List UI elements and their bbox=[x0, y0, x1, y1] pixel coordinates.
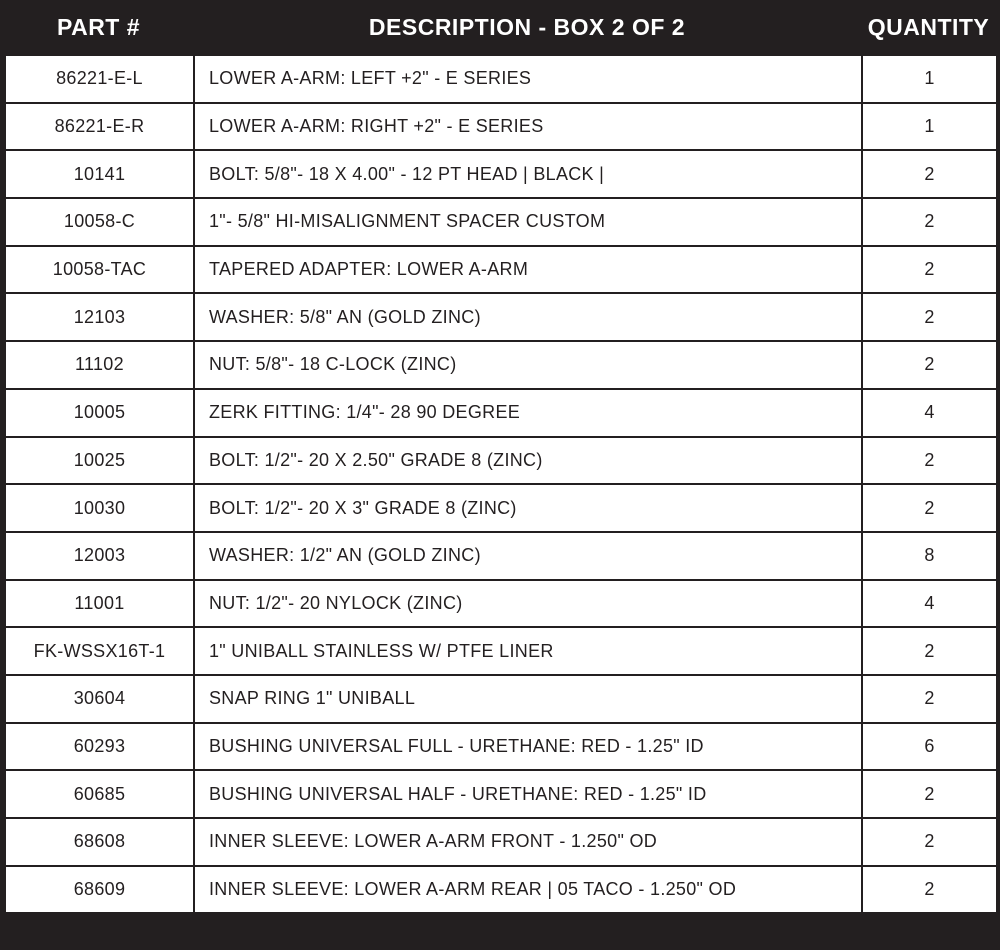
part-number: 86221-E-R bbox=[4, 101, 195, 152]
quantity: 2 bbox=[861, 626, 998, 676]
description: 1" UNIBALL STAINLESS W/ PTFE LINER bbox=[193, 626, 863, 676]
part-number: 10141 bbox=[4, 149, 195, 200]
quantity: 6 bbox=[861, 721, 998, 772]
part-number: 60293 bbox=[4, 721, 195, 772]
table-row: 86221-E-R LOWER A-ARM: RIGHT +2" - E SERI… bbox=[4, 101, 998, 152]
part-number: 12103 bbox=[4, 292, 195, 343]
description: BOLT: 1/2"- 20 X 3" GRADE 8 (ZINC) bbox=[193, 483, 863, 533]
quantity: 1 bbox=[861, 101, 998, 152]
description: INNER SLEEVE: LOWER A-ARM REAR | 05 TACO… bbox=[193, 864, 863, 915]
quantity: 8 bbox=[861, 530, 998, 581]
header-cell: DESCRIPTION - BOX 2 OF 2 bbox=[368, 13, 686, 40]
table-row: 30604 SNAP RING 1" UNIBALL 2 bbox=[4, 673, 998, 724]
part-number: 12003 bbox=[4, 530, 195, 581]
description: TAPERED ADAPTER: LOWER A-ARM bbox=[193, 244, 863, 295]
header-cell: PART # bbox=[56, 13, 141, 40]
part-number: 11102 bbox=[4, 340, 195, 390]
table-row: 11001 NUT: 1/2"- 20 NYLOCK (ZINC) 4 bbox=[4, 578, 998, 629]
description: BOLT: 5/8"- 18 X 4.00" - 12 PT HEAD | BL… bbox=[193, 149, 863, 200]
quantity: 1 bbox=[861, 54, 998, 104]
table-row: 10058-C 1"- 5/8" HI-MISALIGNMENT SPACER C… bbox=[4, 197, 998, 247]
part-number: 11001 bbox=[4, 578, 195, 629]
quantity: 4 bbox=[861, 578, 998, 629]
description: BUSHING UNIVERSAL HALF - URETHANE: RED -… bbox=[193, 769, 863, 819]
table-row: 86221-E-L LOWER A-ARM: LEFT +2" - E SERIE… bbox=[4, 54, 998, 104]
quantity: 2 bbox=[861, 769, 998, 819]
part-number: 10005 bbox=[4, 387, 195, 438]
description: BUSHING UNIVERSAL FULL - URETHANE: RED -… bbox=[193, 721, 863, 772]
quantity: 2 bbox=[861, 149, 998, 200]
part-number: 10058-TAC bbox=[4, 244, 195, 295]
header-cell: QUANTITY bbox=[867, 13, 990, 40]
part-number: 68609 bbox=[4, 864, 195, 915]
parts-table: PART # DESCRIPTION - BOX 2 OF 2 QUANTITY… bbox=[4, 0, 998, 915]
part-number: 86221-E-L bbox=[4, 54, 195, 104]
quantity: 2 bbox=[861, 817, 998, 867]
table-row: 60685 BUSHING UNIVERSAL HALF - URETHANE: … bbox=[4, 769, 998, 819]
table-row: 60293 BUSHING UNIVERSAL FULL - URETHANE: … bbox=[4, 721, 998, 772]
table-row: 11102 NUT: 5/8"- 18 C-LOCK (ZINC) 2 bbox=[4, 340, 998, 390]
table-row: 10030 BOLT: 1/2"- 20 X 3" GRADE 8 (ZINC) 2 bbox=[4, 483, 998, 533]
table-row: 10141 BOLT: 5/8"- 18 X 4.00" - 12 PT HEAD… bbox=[4, 149, 998, 200]
part-number: 68608 bbox=[4, 817, 195, 867]
part-number: FK-WSSX16T-1 bbox=[4, 626, 195, 676]
table-row: 68608 INNER SLEEVE: LOWER A-ARM FRONT - 1… bbox=[4, 817, 998, 867]
quantity: 2 bbox=[861, 292, 998, 343]
quantity: 2 bbox=[861, 483, 998, 533]
description: NUT: 1/2"- 20 NYLOCK (ZINC) bbox=[193, 578, 863, 629]
table-body: 86221-E-L LOWER A-ARM: LEFT +2" - E SERIE… bbox=[4, 54, 998, 915]
description: 1"- 5/8" HI-MISALIGNMENT SPACER CUSTOM bbox=[193, 197, 863, 247]
description: LOWER A-ARM: RIGHT +2" - E SERIES bbox=[193, 101, 863, 152]
quantity: 2 bbox=[861, 673, 998, 724]
quantity: 2 bbox=[861, 435, 998, 486]
description: ZERK FITTING: 1/4"- 28 90 DEGREE bbox=[193, 387, 863, 438]
table-row: 10025 BOLT: 1/2"- 20 X 2.50" GRADE 8 (ZIN… bbox=[4, 435, 998, 486]
part-number: 60685 bbox=[4, 769, 195, 819]
table-row: 12003 WASHER: 1/2" AN (GOLD ZINC) 8 bbox=[4, 530, 998, 581]
description: NUT: 5/8"- 18 C-LOCK (ZINC) bbox=[193, 340, 863, 390]
part-number: 10058-C bbox=[4, 197, 195, 247]
description: LOWER A-ARM: LEFT +2" - E SERIES bbox=[193, 54, 863, 104]
table-row: 10005 ZERK FITTING: 1/4"- 28 90 DEGREE 4 bbox=[4, 387, 998, 438]
description: WASHER: 1/2" AN (GOLD ZINC) bbox=[193, 530, 863, 581]
description: BOLT: 1/2"- 20 X 2.50" GRADE 8 (ZINC) bbox=[193, 435, 863, 486]
description: INNER SLEEVE: LOWER A-ARM FRONT - 1.250"… bbox=[193, 817, 863, 867]
header-row: PART # DESCRIPTION - BOX 2 OF 2 QUANTITY bbox=[4, 0, 996, 54]
part-number: 30604 bbox=[4, 673, 195, 724]
quantity: 2 bbox=[861, 340, 998, 390]
table-row: 10058-TAC TAPERED ADAPTER: LOWER A-ARM 2 bbox=[4, 244, 998, 295]
table-row: 68609 INNER SLEEVE: LOWER A-ARM REAR | 05… bbox=[4, 864, 998, 915]
quantity: 2 bbox=[861, 864, 998, 915]
table-row: 12103 WASHER: 5/8" AN (GOLD ZINC) 2 bbox=[4, 292, 998, 343]
part-number: 10025 bbox=[4, 435, 195, 486]
description: WASHER: 5/8" AN (GOLD ZINC) bbox=[193, 292, 863, 343]
part-number: 10030 bbox=[4, 483, 195, 533]
quantity: 4 bbox=[861, 387, 998, 438]
quantity: 2 bbox=[861, 197, 998, 247]
description: SNAP RING 1" UNIBALL bbox=[193, 673, 863, 724]
quantity: 2 bbox=[861, 244, 998, 295]
table-row: FK-WSSX16T-1 1" UNIBALL STAINLESS W/ PTFE… bbox=[4, 626, 998, 676]
